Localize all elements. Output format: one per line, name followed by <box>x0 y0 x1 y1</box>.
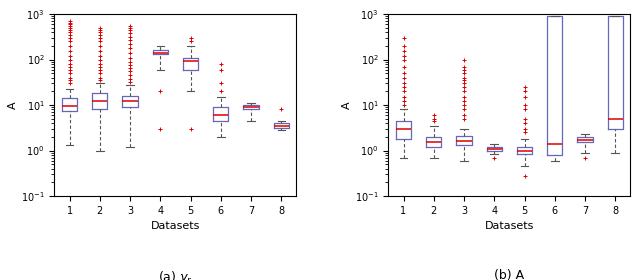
X-axis label: Datasets: Datasets <box>484 221 534 231</box>
Y-axis label: A: A <box>8 101 18 109</box>
Text: (a) $\gamma_r$: (a) $\gamma_r$ <box>158 269 193 280</box>
Y-axis label: A: A <box>342 101 352 109</box>
X-axis label: Datasets: Datasets <box>151 221 200 231</box>
Text: (b) A: (b) A <box>494 269 524 280</box>
